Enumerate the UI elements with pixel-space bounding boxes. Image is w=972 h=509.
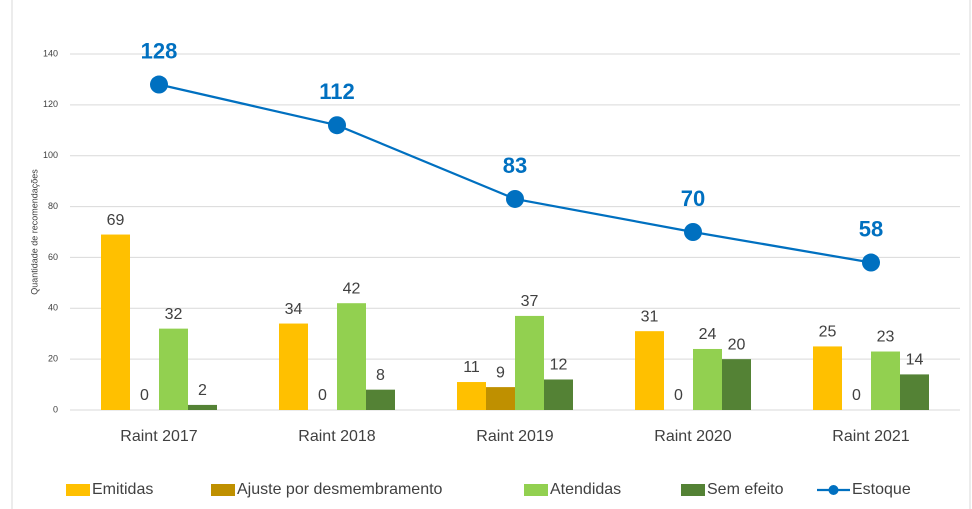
data-label: 69 xyxy=(107,212,125,229)
bar xyxy=(871,351,900,410)
line-point xyxy=(506,189,524,208)
data-label: 32 xyxy=(165,306,183,323)
y-axis-label: Quantidade de recomendações xyxy=(29,169,39,295)
data-label: 0 xyxy=(852,387,861,404)
bar xyxy=(188,404,217,410)
line-point xyxy=(328,116,346,135)
line-label: 83 xyxy=(503,153,527,178)
legend-label: Emitidas xyxy=(92,481,153,498)
data-label: 31 xyxy=(641,308,659,325)
data-label: 37 xyxy=(521,293,539,310)
line-point xyxy=(862,253,880,272)
data-label: 25 xyxy=(819,324,837,341)
legend-swatch xyxy=(211,484,235,496)
bar xyxy=(693,348,722,410)
line-label: 128 xyxy=(141,38,178,63)
legend-swatch xyxy=(524,484,548,496)
y-tick-label: 0 xyxy=(53,404,58,414)
bar xyxy=(486,387,515,410)
data-label: 14 xyxy=(906,352,924,369)
bar xyxy=(635,331,664,410)
legend-swatch xyxy=(66,484,90,496)
line-point xyxy=(150,75,168,94)
y-tick-label: 80 xyxy=(48,201,58,211)
bar xyxy=(813,346,842,410)
legend-label: Estoque xyxy=(852,481,911,498)
y-tick-label: 140 xyxy=(43,48,58,58)
data-label: 23 xyxy=(877,329,895,346)
line-point xyxy=(684,223,702,241)
bar xyxy=(544,379,573,410)
data-label: 9 xyxy=(496,364,505,381)
bar xyxy=(900,374,929,410)
legend-marker xyxy=(828,485,839,495)
legend-swatch xyxy=(681,484,705,496)
data-label: 11 xyxy=(463,359,480,376)
x-tick-label: Raint 2019 xyxy=(476,428,553,445)
line-label: 58 xyxy=(859,216,883,241)
data-label: 12 xyxy=(550,357,568,374)
bar xyxy=(722,359,751,410)
data-label: 24 xyxy=(699,326,717,343)
line-label: 70 xyxy=(681,186,705,211)
data-label: 42 xyxy=(343,280,361,297)
y-tick-label: 40 xyxy=(48,303,58,313)
bar xyxy=(457,382,486,410)
data-label: 20 xyxy=(728,336,746,353)
data-label: 8 xyxy=(376,367,385,384)
data-label: 0 xyxy=(140,387,149,404)
bar xyxy=(101,234,130,410)
legend-label: Atendidas xyxy=(550,481,621,498)
data-label: 2 xyxy=(198,382,207,399)
y-tick-label: 100 xyxy=(43,150,58,160)
bar xyxy=(337,303,366,410)
y-tick-label: 20 xyxy=(48,354,58,364)
legend-label: Ajuste por desmembramento xyxy=(237,481,443,498)
x-tick-label: Raint 2018 xyxy=(298,428,375,445)
bar xyxy=(279,323,308,410)
data-label: 0 xyxy=(674,387,683,404)
x-tick-label: Raint 2021 xyxy=(832,428,909,445)
bar xyxy=(159,328,188,410)
bar xyxy=(515,315,544,410)
y-tick-label: 120 xyxy=(43,99,58,109)
legend-label: Sem efeito xyxy=(707,481,784,498)
data-label: 34 xyxy=(285,301,303,318)
data-label: 0 xyxy=(318,387,327,404)
y-tick-label: 60 xyxy=(48,252,58,262)
x-tick-label: Raint 2017 xyxy=(120,428,197,445)
bar xyxy=(366,389,395,410)
chart-frame xyxy=(11,0,971,509)
x-tick-label: Raint 2020 xyxy=(654,428,731,445)
line-label: 112 xyxy=(319,79,355,104)
